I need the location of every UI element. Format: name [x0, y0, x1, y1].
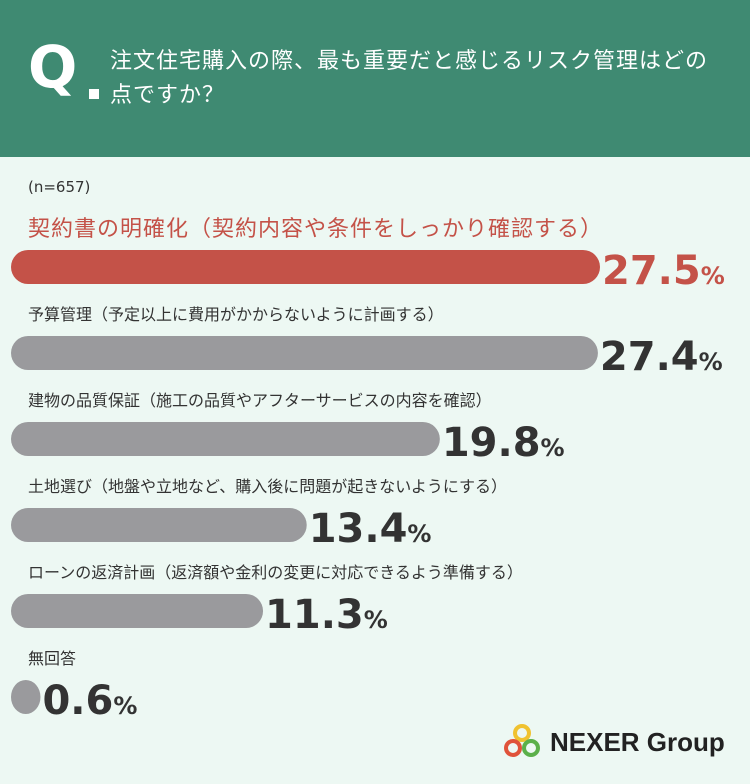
- logo-text: NEXER Group: [550, 726, 725, 757]
- sample-size: (n=657): [28, 178, 91, 196]
- bar-3: [11, 508, 307, 542]
- bar-0: [11, 250, 600, 284]
- bar-value-3: 13.4%: [309, 506, 432, 552]
- bar-5: [11, 680, 41, 714]
- bar-value-5: 0.6%: [42, 678, 137, 724]
- bar-1: [11, 336, 598, 370]
- nexer-rings-icon: [504, 724, 540, 757]
- bar-value-0: 27.5%: [602, 248, 725, 294]
- q-mark: Q: [28, 33, 78, 101]
- nexer-logo: NEXER Group: [502, 720, 725, 764]
- q-dot: [89, 89, 99, 99]
- bar-4: [11, 594, 264, 628]
- bar-label-1: 予算管理（予定以上に費用がかからないように計画する）: [28, 305, 444, 324]
- bar-label-2: 建物の品質保証（施工の品質やアフターサービスの内容を確認）: [28, 391, 492, 410]
- question-header: Q 注文住宅購入の際、最も重要だと感じるリスク管理はどの点ですか？: [0, 0, 750, 157]
- bar-value-4: 11.3%: [265, 592, 388, 638]
- bar-label-3: 土地選び（地盤や立地など、購入後に問題が起きないようにする）: [28, 477, 507, 496]
- bar-label-0: 契約書の明確化（契約内容や条件をしっかり確認する）: [28, 217, 603, 242]
- bar-label-4: ローンの返済計画（返済額や金利の変更に対応できるよう準備する）: [28, 563, 523, 582]
- bar-label-5: 無回答: [28, 649, 76, 668]
- bar-value-2: 19.8%: [442, 420, 565, 466]
- bar-value-1: 27.4%: [600, 334, 723, 380]
- question-text: 注文住宅購入の際、最も重要だと感じるリスク管理はどの点ですか？: [110, 49, 709, 108]
- bar-2: [11, 422, 440, 456]
